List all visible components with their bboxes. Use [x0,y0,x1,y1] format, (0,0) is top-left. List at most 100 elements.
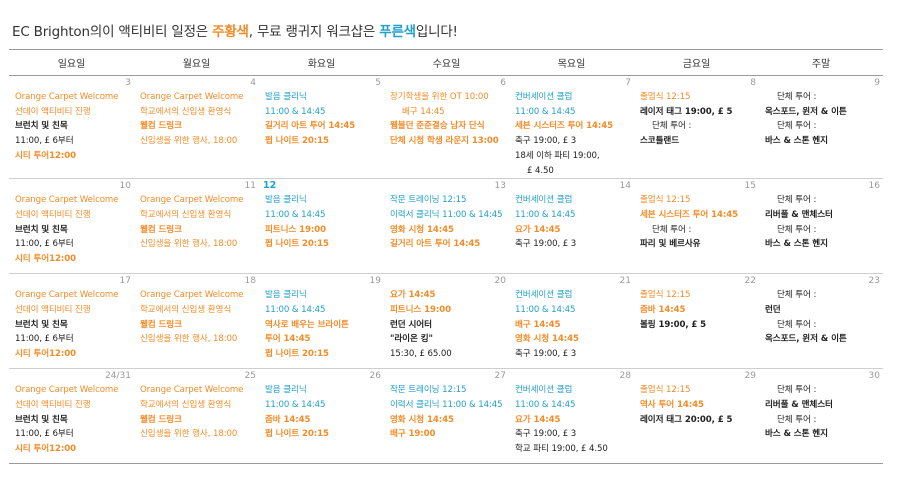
calendar-event: 발음 클리닉 [265,195,307,206]
calendar-event: 학교에서의 신입생 환영식 [140,304,232,315]
calendar-event: 시티 투어12:00 [15,349,76,360]
calendar-day-cell: 30 단체 투어 : 리버풀 & 맨체스터 단체 투어 : 바스 & 스톤 헨지 [759,368,883,465]
weekday-header: 금요일 [634,49,759,76]
calendar-event: 졸업식 12:15 [640,385,691,396]
weekday-header: 월요일 [134,49,259,76]
calendar-event: 요가 14:45 [390,290,436,301]
calendar-week-row: 24/31 Orange Carpet Welcome 선데이 액티비티 진행 브런치… [9,368,883,465]
calendar-event: 11:00 & 14:45 [265,106,326,117]
calendar-event: 바스 & 스톤 헨지 [765,136,828,147]
calendar-event: 11:00 & 14:45 [515,304,576,315]
day-number: 28 [619,371,631,382]
calendar-day-cell: 18 Orange Carpet Welcome 학교에서의 신입생 환영식 웰컴 드… [134,273,259,370]
calendar-event: 옥스포드, 윈저 & 이튼 [765,334,847,345]
calendar-day-cell: 25 Orange Carpet Welcome 학교에서의 신입생 환영식 웰컴 드… [134,368,259,465]
calendar-event: 브런치 및 친목 [15,319,68,330]
calendar-event: 단체 시청 학생 라운지 13:00 [390,136,499,147]
day-number: 16 [868,181,880,192]
heading-suffix: 입니다! [415,24,458,40]
calendar-event: 웰컴 드링크 [140,414,182,425]
weekday-header: 목요일 [509,49,634,76]
calendar-event: 웰컴 드링크 [140,319,182,330]
day-number: 18 [244,276,256,287]
calendar-event: 발음 클리닉 [265,385,307,396]
calendar-event: 졸업식 12:15 [640,195,691,206]
calendar-day-cell: 10 Orange Carpet Welcome 선데이 액티비티 진행 브런치 및 … [9,178,134,275]
calendar-day-cell: 21 컨버세이션 클럽 11:00 & 14:45 배구 14:45 영화 시청 14:… [509,273,634,370]
day-number: 13 [494,181,506,192]
page-heading: EC Brighton의이 액티비티 일정은 주황색, 무료 랭귀지 워크샵은 … [12,20,458,40]
calendar-event: 11:00 & 14:45 [265,304,326,315]
calendar-day-cell: 14 컨버세이션 클럽 11:00 & 14:45 요가 14:45 축구 19:00,… [509,178,634,275]
calendar-event: 작문 트레이닝 12:15 [390,195,467,206]
day-number: 7 [625,78,631,88]
calendar-event: 스코틀랜드 [640,136,680,147]
weekday-header: 화요일 [259,49,384,76]
day-number: 26 [369,371,381,382]
calendar-event: 역사 투어 14:45 [640,399,704,410]
calendar-day-cell: 26 발음 클리닉 11:00 & 14:45 줌바 14:45 펍 나이트 20:15 [259,368,384,465]
calendar-event: 리버풀 & 맨체스터 [765,209,833,220]
calendar-event: 11:00, £ 6부터 [15,239,74,250]
calendar-event: 영화 시청 14:45 [390,414,454,425]
calendar-event: 신입생을 위한 행사, 18:00 [140,334,238,345]
calendar-event: 축구 19:00, £ 3 [515,239,577,250]
calendar-day-cell: 20 요가 14:45 피트니스 19:00 런던 시어터 "라이온 킹" 15:30, … [384,273,509,370]
heading-orange-word: 주황색 [212,24,249,40]
weekday-header-row: 일요일 월요일 화요일 수요일 목요일 금요일 주말 [9,49,883,76]
calendar-event: 펍 나이트 20:15 [265,429,329,440]
day-number: 5 [375,78,381,88]
calendar-event: 신입생을 위한 행사, 18:00 [140,429,238,440]
calendar-event: 펍 나이트 20:15 [265,349,329,360]
calendar-event: 학교 파티 19:00, £ 4.50 [515,444,608,455]
calendar-event: 길거리 아트 투어 14:45 [265,121,356,132]
calendar-event: 11:00, £ 6부터 [15,429,74,440]
calendar-day-cell: 5 발음 클리닉 11:00 & 14:45 길거리 아트 투어 14:45 펍 나이트… [259,75,384,180]
heading-blue-word: 푸른색 [379,24,416,40]
calendar-event: 컨버세이션 클럽 [515,195,573,206]
calendar-event: 시티 투어12:00 [15,444,76,455]
calendar-event: Orange Carpet Welcome [15,385,119,396]
calendar-event: Orange Carpet Welcome [140,195,244,206]
calendar-event: 요가 14:45 [515,224,561,235]
calendar-event: 11:00 & 14:45 [265,209,326,220]
calendar-event: Orange Carpet Welcome [15,290,119,301]
calendar-event: £ 4.50 [527,165,554,176]
calendar-day-cell: 27 작문 트레이닝 12:15 이력서 클리닉 11:00 & 14:45 영화 시… [384,368,509,465]
calendar-event: 축구 19:00, £ 3 [515,136,577,147]
calendar-week-row: 3 Orange Carpet Welcome 선데이 액티비티 진행 브런치 및 친… [9,75,883,180]
calendar-event: 학교에서의 신입생 환영식 [140,106,232,117]
calendar-event: 단체 투어 : [777,224,817,235]
calendar-event: 영화 시청 14:45 [515,334,579,345]
calendar-event: 11:00 & 14:45 [515,106,576,117]
calendar-event: 시티 투어12:00 [15,150,76,161]
calendar-event: 브런치 및 친목 [15,224,68,235]
calendar-event: 작문 트레이닝 12:15 [390,385,467,396]
calendar-event: 웰컴 드링크 [140,121,182,132]
calendar-day-cell: 8 졸업식 12:15 레이저 태그 19:00, £ 5 단체 투어 : 스코틀랜드 [634,75,759,180]
calendar-event: 시티 투어12:00 [15,254,76,265]
day-number: 6 [500,78,506,88]
weekday-header: 주말 [759,49,883,76]
day-number: 24/31 [105,371,131,382]
day-number: 23 [868,276,880,287]
calendar-event: 영화 시청 14:45 [390,224,454,235]
day-number: 22 [744,276,756,287]
calendar-day-cell: 23 단체 투어 : 런던 단체 투어 : 옥스포드, 윈저 & 이튼 [759,273,883,370]
calendar-event: 바스 & 스톤 헨지 [765,429,828,440]
weekday-header: 수요일 [384,49,509,76]
calendar-event: 투어 14:45 [265,334,311,345]
calendar-day-cell: 19 발음 클리닉 11:00 & 14:45 역사로 배우는 브라이튼 투어 14:4… [259,273,384,370]
calendar-event: 배구 14:45 [402,106,445,117]
calendar-event: 선데이 액티비티 진행 [15,399,91,410]
calendar-event: 15:30, £ 65.00 [390,349,452,360]
calendar-event: 학교에서의 신입생 환영식 [140,399,232,410]
calendar-event: 단체 투어 : [777,121,817,132]
day-number: 11 [244,181,256,192]
calendar-day-cell: 4 Orange Carpet Welcome 학교에서의 신입생 환영식 웰컴 드링… [134,75,259,180]
calendar-event: 단체 투어 : [777,385,817,396]
calendar-event: 배구 19:00 [390,429,436,440]
calendar-event: 세븐 시스터즈 투어 14:45 [640,209,738,220]
calendar-event: 옥스포드, 윈저 & 이튼 [765,106,847,117]
calendar-event: 단체 투어 : [777,414,817,425]
